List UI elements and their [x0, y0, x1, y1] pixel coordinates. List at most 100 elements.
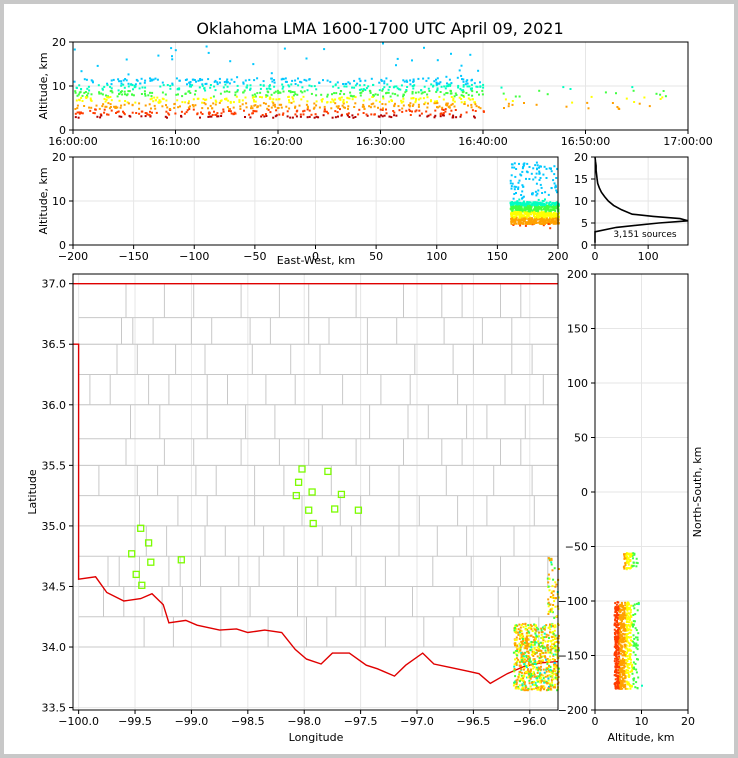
source-point — [628, 654, 631, 657]
source-point — [226, 78, 229, 81]
source-point — [98, 92, 101, 95]
source-point — [306, 108, 309, 111]
source-point — [544, 212, 547, 215]
source-point — [109, 106, 112, 108]
station-marker — [354, 506, 363, 514]
source-point — [469, 87, 472, 90]
source-point — [539, 672, 542, 675]
source-point — [153, 104, 156, 107]
source-point — [527, 210, 530, 213]
source-point — [448, 78, 451, 81]
source-point — [624, 662, 627, 665]
source-point — [522, 688, 525, 691]
source-point — [613, 628, 616, 631]
source-point — [318, 82, 321, 84]
station-marker — [137, 524, 145, 532]
source-point — [540, 679, 543, 682]
source-point — [631, 86, 634, 89]
east-west-xlabel: East-West, km — [277, 254, 355, 267]
source-point — [535, 182, 538, 185]
source-point — [188, 85, 191, 88]
source-point — [234, 94, 237, 97]
source-point — [251, 107, 254, 110]
source-point — [364, 79, 367, 82]
source-point — [615, 625, 618, 628]
source-point — [450, 96, 453, 98]
source-point — [268, 85, 271, 88]
source-point — [627, 657, 630, 660]
source-point — [542, 200, 545, 203]
source-point — [385, 112, 388, 115]
source-point — [632, 557, 634, 560]
source-point — [551, 569, 554, 572]
source-point — [459, 87, 462, 90]
source-point — [180, 115, 183, 118]
source-point — [544, 656, 547, 659]
source-point — [557, 676, 560, 679]
source-point — [104, 105, 107, 108]
source-point — [333, 92, 336, 95]
source-point — [253, 95, 256, 98]
source-point — [549, 658, 552, 661]
source-point — [539, 676, 542, 679]
source-point — [633, 644, 636, 647]
source-point — [332, 85, 335, 88]
source-point — [625, 629, 628, 632]
source-point — [526, 645, 529, 648]
source-point — [408, 108, 411, 111]
source-point — [617, 627, 620, 629]
source-point — [513, 669, 516, 672]
source-point — [511, 220, 514, 223]
source-point — [511, 182, 514, 185]
source-point — [159, 85, 162, 88]
source-point — [299, 113, 302, 116]
source-point — [120, 115, 123, 118]
source-point — [633, 603, 636, 606]
source-point — [326, 95, 329, 98]
station-marker — [298, 465, 306, 473]
source-point — [523, 681, 526, 684]
source-point — [513, 665, 516, 668]
source-point — [619, 679, 621, 682]
source-point — [224, 83, 227, 86]
source-point — [555, 189, 558, 192]
source-point — [554, 676, 557, 679]
source-point — [205, 98, 208, 101]
source-point — [177, 93, 179, 96]
source-point — [140, 115, 143, 118]
source-point — [520, 215, 523, 218]
source-point — [297, 84, 300, 87]
source-point — [630, 629, 633, 632]
north-south-ylabel: North-South, km — [691, 447, 704, 538]
source-point — [625, 638, 628, 641]
source-point — [359, 94, 362, 97]
source-point — [75, 86, 78, 89]
source-point — [616, 106, 619, 108]
source-point — [471, 98, 474, 101]
source-point — [210, 115, 213, 118]
source-point — [171, 83, 174, 86]
source-point — [510, 187, 513, 190]
source-point — [436, 101, 439, 104]
county-boundaries — [78, 283, 558, 648]
source-point — [517, 658, 520, 661]
source-point — [452, 97, 455, 100]
source-point — [530, 219, 533, 222]
source-point — [291, 116, 294, 119]
source-point — [389, 95, 392, 98]
source-point — [522, 200, 525, 203]
source-point — [288, 85, 291, 88]
source-point — [131, 111, 134, 114]
source-point — [433, 80, 436, 83]
altitude-tick-label: 10 — [52, 80, 66, 93]
source-point — [140, 93, 143, 95]
source-point — [86, 87, 89, 90]
source-point — [539, 681, 542, 684]
source-point — [125, 79, 128, 82]
source-point — [434, 114, 437, 117]
source-point — [479, 107, 482, 110]
source-point — [523, 220, 526, 223]
source-point — [616, 613, 619, 616]
source-point — [624, 640, 627, 643]
source-point — [547, 626, 550, 629]
